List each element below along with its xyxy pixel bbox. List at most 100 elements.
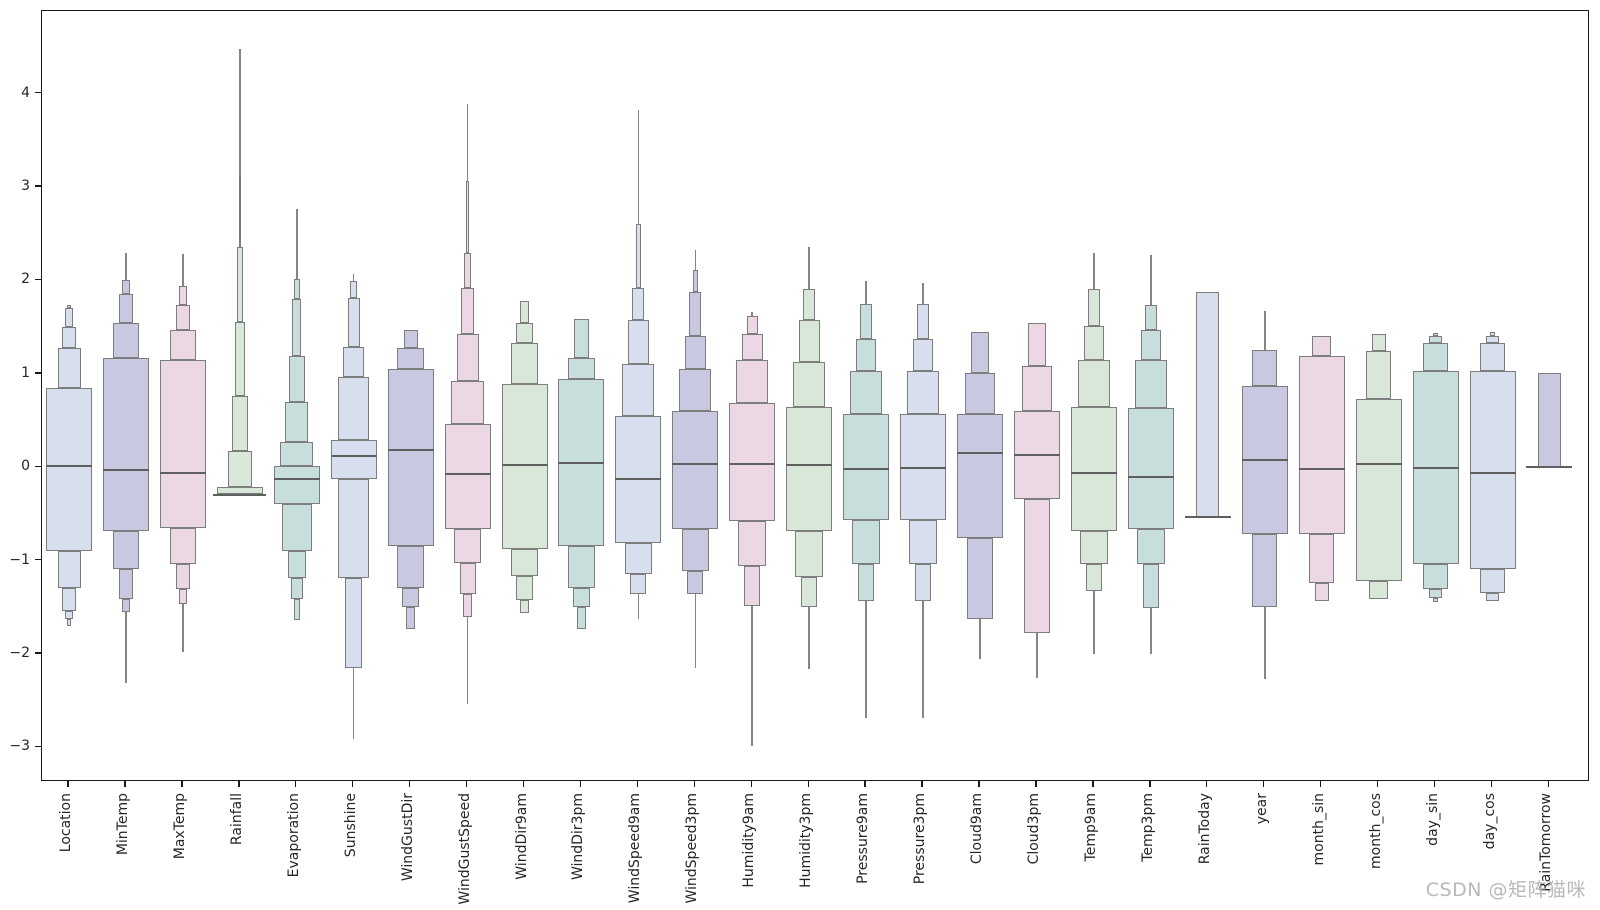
median-line-WindDir3pm xyxy=(558,461,605,464)
x-tick-mark xyxy=(978,781,980,787)
lv-box-Location xyxy=(64,308,74,328)
median-line-Evaporation xyxy=(273,478,320,481)
lv-box-Sunshine xyxy=(343,346,365,377)
median-line-Pressure9am xyxy=(843,468,890,471)
median-line-MinTemp xyxy=(102,469,149,472)
x-tick-label-WindSpeed9am: WindSpeed9am xyxy=(627,793,644,904)
y-tick-mark xyxy=(35,652,41,654)
x-tick-label-Cloud9am: Cloud9am xyxy=(969,793,986,865)
lv-box-Pressure3pm xyxy=(909,519,937,565)
lv-box-Evaporation xyxy=(287,551,306,579)
y-tick-label: −2 xyxy=(9,645,30,662)
x-tick-mark xyxy=(1035,781,1037,787)
lv-box-WindGustSpeed xyxy=(464,253,471,288)
lv-box-WindGustDir xyxy=(401,587,420,608)
x-tick-label-WindGustDir: WindGustDir xyxy=(399,793,416,882)
x-tick-label-MinTemp: MinTemp xyxy=(114,793,131,856)
lv-box-WindGustDir xyxy=(396,545,425,588)
whisker-Temp3pm xyxy=(1150,608,1152,655)
lv-box-Evaporation xyxy=(291,578,303,599)
lv-box-Pressure9am xyxy=(850,371,883,414)
x-tick-mark xyxy=(522,781,525,787)
lv-box-WindSpeed9am xyxy=(628,319,649,364)
whisker-year xyxy=(1263,311,1266,350)
lv-box-MinTemp xyxy=(113,530,139,570)
lv-box-day_cos xyxy=(1489,331,1496,336)
x-tick-mark xyxy=(465,781,468,787)
y-tick-label: 0 xyxy=(21,458,30,475)
x-tick-mark xyxy=(1433,781,1436,787)
lv-box-month_sin xyxy=(1309,534,1335,584)
lv-box-Sunshine xyxy=(338,479,370,579)
x-tick-mark xyxy=(807,781,809,787)
y-tick-label: −1 xyxy=(9,551,30,568)
y-tick-mark xyxy=(35,558,41,561)
lv-box-Pressure9am xyxy=(843,414,890,520)
whisker-WindGustSpeed xyxy=(466,616,469,704)
median-layer xyxy=(42,11,1588,780)
lv-box-WindSpeed9am xyxy=(632,287,645,320)
median-line-WindDir9am xyxy=(501,464,548,467)
lv-box-WindDir3pm xyxy=(567,357,596,380)
lv-box-Humidity3pm xyxy=(801,576,818,608)
lv-box-Sunshine xyxy=(330,440,377,480)
whisker-MinTemp xyxy=(125,253,127,280)
lv-box-Location xyxy=(57,347,81,388)
lv-box-Temp9am xyxy=(1088,288,1100,327)
x-tick-label-RainToday: RainToday xyxy=(1196,793,1213,865)
lv-box-WindGustDir xyxy=(403,329,418,348)
lv-box-Temp3pm xyxy=(1127,408,1174,529)
median-line-RainToday xyxy=(1184,515,1231,518)
lv-box-WindGustDir xyxy=(387,369,434,546)
median-line-year xyxy=(1241,458,1288,461)
whisker-Rainfall xyxy=(239,48,241,176)
lv-box-WindGustDir xyxy=(406,607,416,629)
median-line-WindGustDir xyxy=(387,448,434,451)
lv-box-WindGustDir xyxy=(396,347,425,370)
lv-box-Evaporation xyxy=(292,299,302,357)
median-line-month_cos xyxy=(1355,463,1402,466)
x-tick-label-Temp3pm: Temp3pm xyxy=(1139,793,1156,862)
lv-box-Humidity9am xyxy=(729,402,776,522)
lv-box-WindGustSpeed xyxy=(466,181,469,254)
x-tick-mark xyxy=(1490,781,1493,787)
x-tick-mark xyxy=(921,781,923,787)
whisker-Evaporation xyxy=(295,208,298,279)
lv-box-MinTemp xyxy=(118,569,134,599)
x-tick-mark xyxy=(693,781,696,787)
lv-box-WindSpeed3pm xyxy=(689,291,702,337)
lv-box-day_sin xyxy=(1432,598,1439,602)
x-tick-label-Humidity3pm: Humidity3pm xyxy=(798,793,815,888)
y-tick-mark xyxy=(35,278,41,281)
median-line-Location xyxy=(46,465,92,468)
lv-box-Humidity9am xyxy=(744,566,761,607)
x-tick-mark xyxy=(181,781,183,787)
x-tick-label-year: year xyxy=(1253,793,1270,825)
x-tick-mark xyxy=(1206,781,1208,787)
lv-box-MaxTemp xyxy=(175,304,191,330)
lv-box-Pressure3pm xyxy=(912,339,934,372)
x-tick-label-WindGustSpeed: WindGustSpeed xyxy=(456,793,473,905)
lv-box-WindSpeed3pm xyxy=(692,270,699,292)
lv-box-WindGustSpeed xyxy=(461,287,474,334)
whisker-MaxTemp xyxy=(182,603,184,653)
lv-box-Pressure9am xyxy=(860,303,872,340)
lv-box-Pressure9am xyxy=(855,339,877,372)
whisker-WindGustSpeed xyxy=(466,103,469,182)
lv-box-Temp3pm xyxy=(1142,564,1159,609)
whisker-MinTemp xyxy=(125,612,127,683)
lv-box-Evaporation xyxy=(288,356,305,402)
median-line-WindGustSpeed xyxy=(444,472,491,475)
lv-box-Evaporation xyxy=(273,466,320,504)
lv-box-Humidity3pm xyxy=(803,288,815,320)
lv-box-WindSpeed9am xyxy=(624,542,653,574)
lv-box-Cloud9am xyxy=(967,538,993,620)
lv-box-day_sin xyxy=(1422,564,1449,589)
lv-box-Location xyxy=(62,587,76,612)
lv-box-MaxTemp xyxy=(170,527,196,565)
lv-box-Pressure9am xyxy=(852,519,880,565)
lv-box-Location xyxy=(66,304,72,309)
lv-box-WindGustSpeed xyxy=(456,333,479,382)
lv-box-Cloud3pm xyxy=(1022,366,1052,412)
x-tick-mark xyxy=(295,781,297,787)
